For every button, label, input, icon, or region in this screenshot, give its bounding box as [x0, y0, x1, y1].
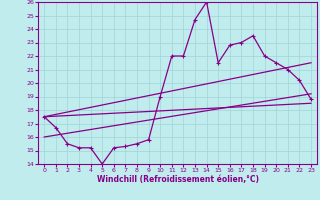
X-axis label: Windchill (Refroidissement éolien,°C): Windchill (Refroidissement éolien,°C)	[97, 175, 259, 184]
